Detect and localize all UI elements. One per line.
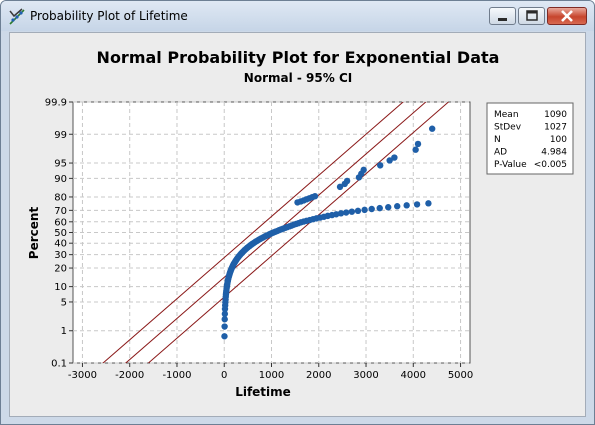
data-point xyxy=(377,162,384,169)
minimize-icon xyxy=(498,18,507,21)
data-point xyxy=(342,209,350,216)
y-tick-label: 70 xyxy=(54,206,67,217)
stat-value: 4.984 xyxy=(541,148,567,158)
data-point xyxy=(425,200,432,207)
data-point xyxy=(336,183,344,191)
data-point xyxy=(348,208,356,215)
data-point xyxy=(412,146,419,153)
data-point xyxy=(394,203,401,210)
y-tick-label: 5 xyxy=(61,297,67,308)
data-point xyxy=(354,207,362,215)
data-point xyxy=(221,310,229,318)
ci-lower-line xyxy=(102,102,404,363)
chart-title: Normal Probability Plot for Exponential … xyxy=(97,48,500,67)
data-point xyxy=(311,192,319,200)
data-point xyxy=(428,125,436,132)
stats-legend: Mean 1090 StDev 1027 N 100 AD 4.984 P-Value <0.00… xyxy=(486,102,574,175)
data-point xyxy=(376,204,383,212)
y-tick-label: 40 xyxy=(54,239,67,250)
y-tick-label: 90 xyxy=(54,174,67,185)
y-tick-label: 10 xyxy=(54,282,67,293)
stat-value: 1090 xyxy=(544,110,567,120)
maximize-icon xyxy=(526,10,538,21)
data-point xyxy=(386,157,393,164)
x-tick-label: -1000 xyxy=(162,370,191,381)
y-tick-label: 1 xyxy=(61,326,67,337)
x-tick-label: 4000 xyxy=(401,370,426,381)
x-tick-label: -3000 xyxy=(68,370,97,381)
graph-area: Normal Probability Plot for Exponential … xyxy=(9,32,586,417)
x-tick-label: 5000 xyxy=(448,370,473,381)
data-point xyxy=(413,201,421,208)
data-point xyxy=(368,205,375,213)
data-point xyxy=(391,154,398,161)
data-point xyxy=(361,206,368,214)
stat-label: Mean xyxy=(494,110,519,120)
data-point xyxy=(414,140,422,148)
y-tick-label: 99 xyxy=(54,130,67,141)
y-tick-label: 0.1 xyxy=(51,359,67,370)
chart-subtitle: Normal - 95% CI xyxy=(244,71,352,85)
probability-plot-chart: Normal Probability Plot for Exponential … xyxy=(27,48,574,399)
data-point xyxy=(343,177,351,185)
data-point xyxy=(221,323,228,330)
stat-value: 100 xyxy=(550,135,567,145)
data-point xyxy=(360,166,367,174)
stat-value: <0.005 xyxy=(534,160,567,170)
x-tick-label: 2000 xyxy=(306,370,331,381)
close-button[interactable] xyxy=(547,7,587,25)
y-tick-label: 30 xyxy=(54,250,67,261)
y-tick-label: 99.9 xyxy=(45,98,67,109)
ci-upper-line xyxy=(147,102,450,363)
y-tick-label: 80 xyxy=(54,192,67,203)
data-point xyxy=(337,210,345,217)
data-points xyxy=(221,125,436,340)
data-point xyxy=(385,204,392,211)
title-bar[interactable]: Probability Plot of Lifetime xyxy=(1,1,594,31)
y-tick-label: 60 xyxy=(54,217,67,228)
data-point xyxy=(403,202,410,209)
stat-value: 1027 xyxy=(544,123,567,133)
x-tick-label: 0 xyxy=(221,370,227,381)
y-tick-label: 50 xyxy=(54,228,67,239)
close-icon xyxy=(561,10,573,22)
maximize-button[interactable] xyxy=(518,7,545,25)
y-axis-label: Percent xyxy=(27,207,41,260)
x-tick-label: -2000 xyxy=(115,370,144,381)
y-tick-label: 20 xyxy=(54,264,67,275)
probability-plot-icon xyxy=(9,8,25,25)
data-point xyxy=(221,316,228,323)
x-axis: -3000 -2000 -1000 0 1000 2000 3000 4000 5000 xyxy=(68,363,473,381)
x-tick-label: 3000 xyxy=(353,370,378,381)
stat-label: P-Value xyxy=(494,160,527,170)
stat-label: N xyxy=(494,135,501,145)
x-tick-label: 1000 xyxy=(259,370,284,381)
stat-label: AD xyxy=(494,148,507,158)
y-tick-label: 95 xyxy=(54,159,67,170)
minimize-button[interactable] xyxy=(489,7,516,25)
data-point xyxy=(221,333,228,340)
grid-lines xyxy=(73,101,470,364)
stat-label: StDev xyxy=(494,123,522,133)
stats-legend-box xyxy=(486,102,574,175)
window-title: Probability Plot of Lifetime xyxy=(30,9,188,23)
x-axis-label: Lifetime xyxy=(235,385,291,399)
